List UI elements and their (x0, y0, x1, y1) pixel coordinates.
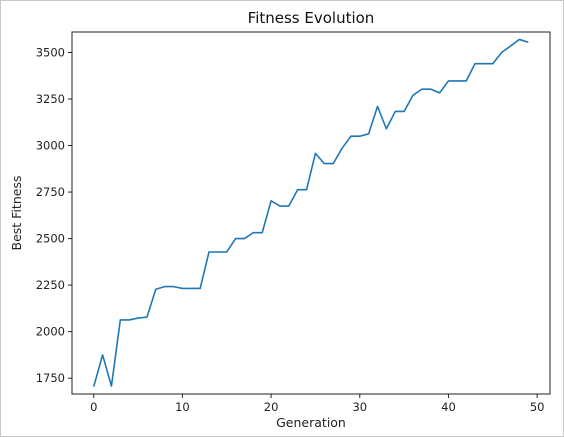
x-axis-ticks: 0 10 20 30 40 50 (90, 394, 544, 414)
x-axis-label: Generation (276, 415, 346, 430)
chart-title: Fitness Evolution (248, 9, 375, 27)
plot-area-frame (71, 31, 551, 395)
x-tick-label: 30 (352, 400, 367, 414)
y-tick-label: 3000 (36, 139, 65, 153)
y-tick-label: 1750 (36, 371, 65, 385)
y-tick-label: 3250 (36, 92, 65, 106)
y-axis-ticks: 1750 2000 2250 2500 2750 3000 3250 3500 (36, 45, 72, 385)
series-line (92, 38, 529, 387)
y-tick-label: 2000 (36, 325, 65, 339)
x-tick-label: 50 (530, 400, 545, 414)
y-tick-label: 3500 (36, 45, 65, 59)
y-tick-label: 2750 (36, 185, 65, 199)
series-group (92, 38, 529, 387)
y-axis-label: Best Fitness (9, 176, 24, 251)
x-tick-label: 0 (90, 400, 97, 414)
y-tick-label: 2250 (36, 278, 65, 292)
x-tick-label: 40 (441, 400, 456, 414)
y-tick-label: 2500 (36, 232, 65, 246)
x-tick-label: 20 (264, 400, 279, 414)
x-tick-label: 10 (175, 400, 190, 414)
